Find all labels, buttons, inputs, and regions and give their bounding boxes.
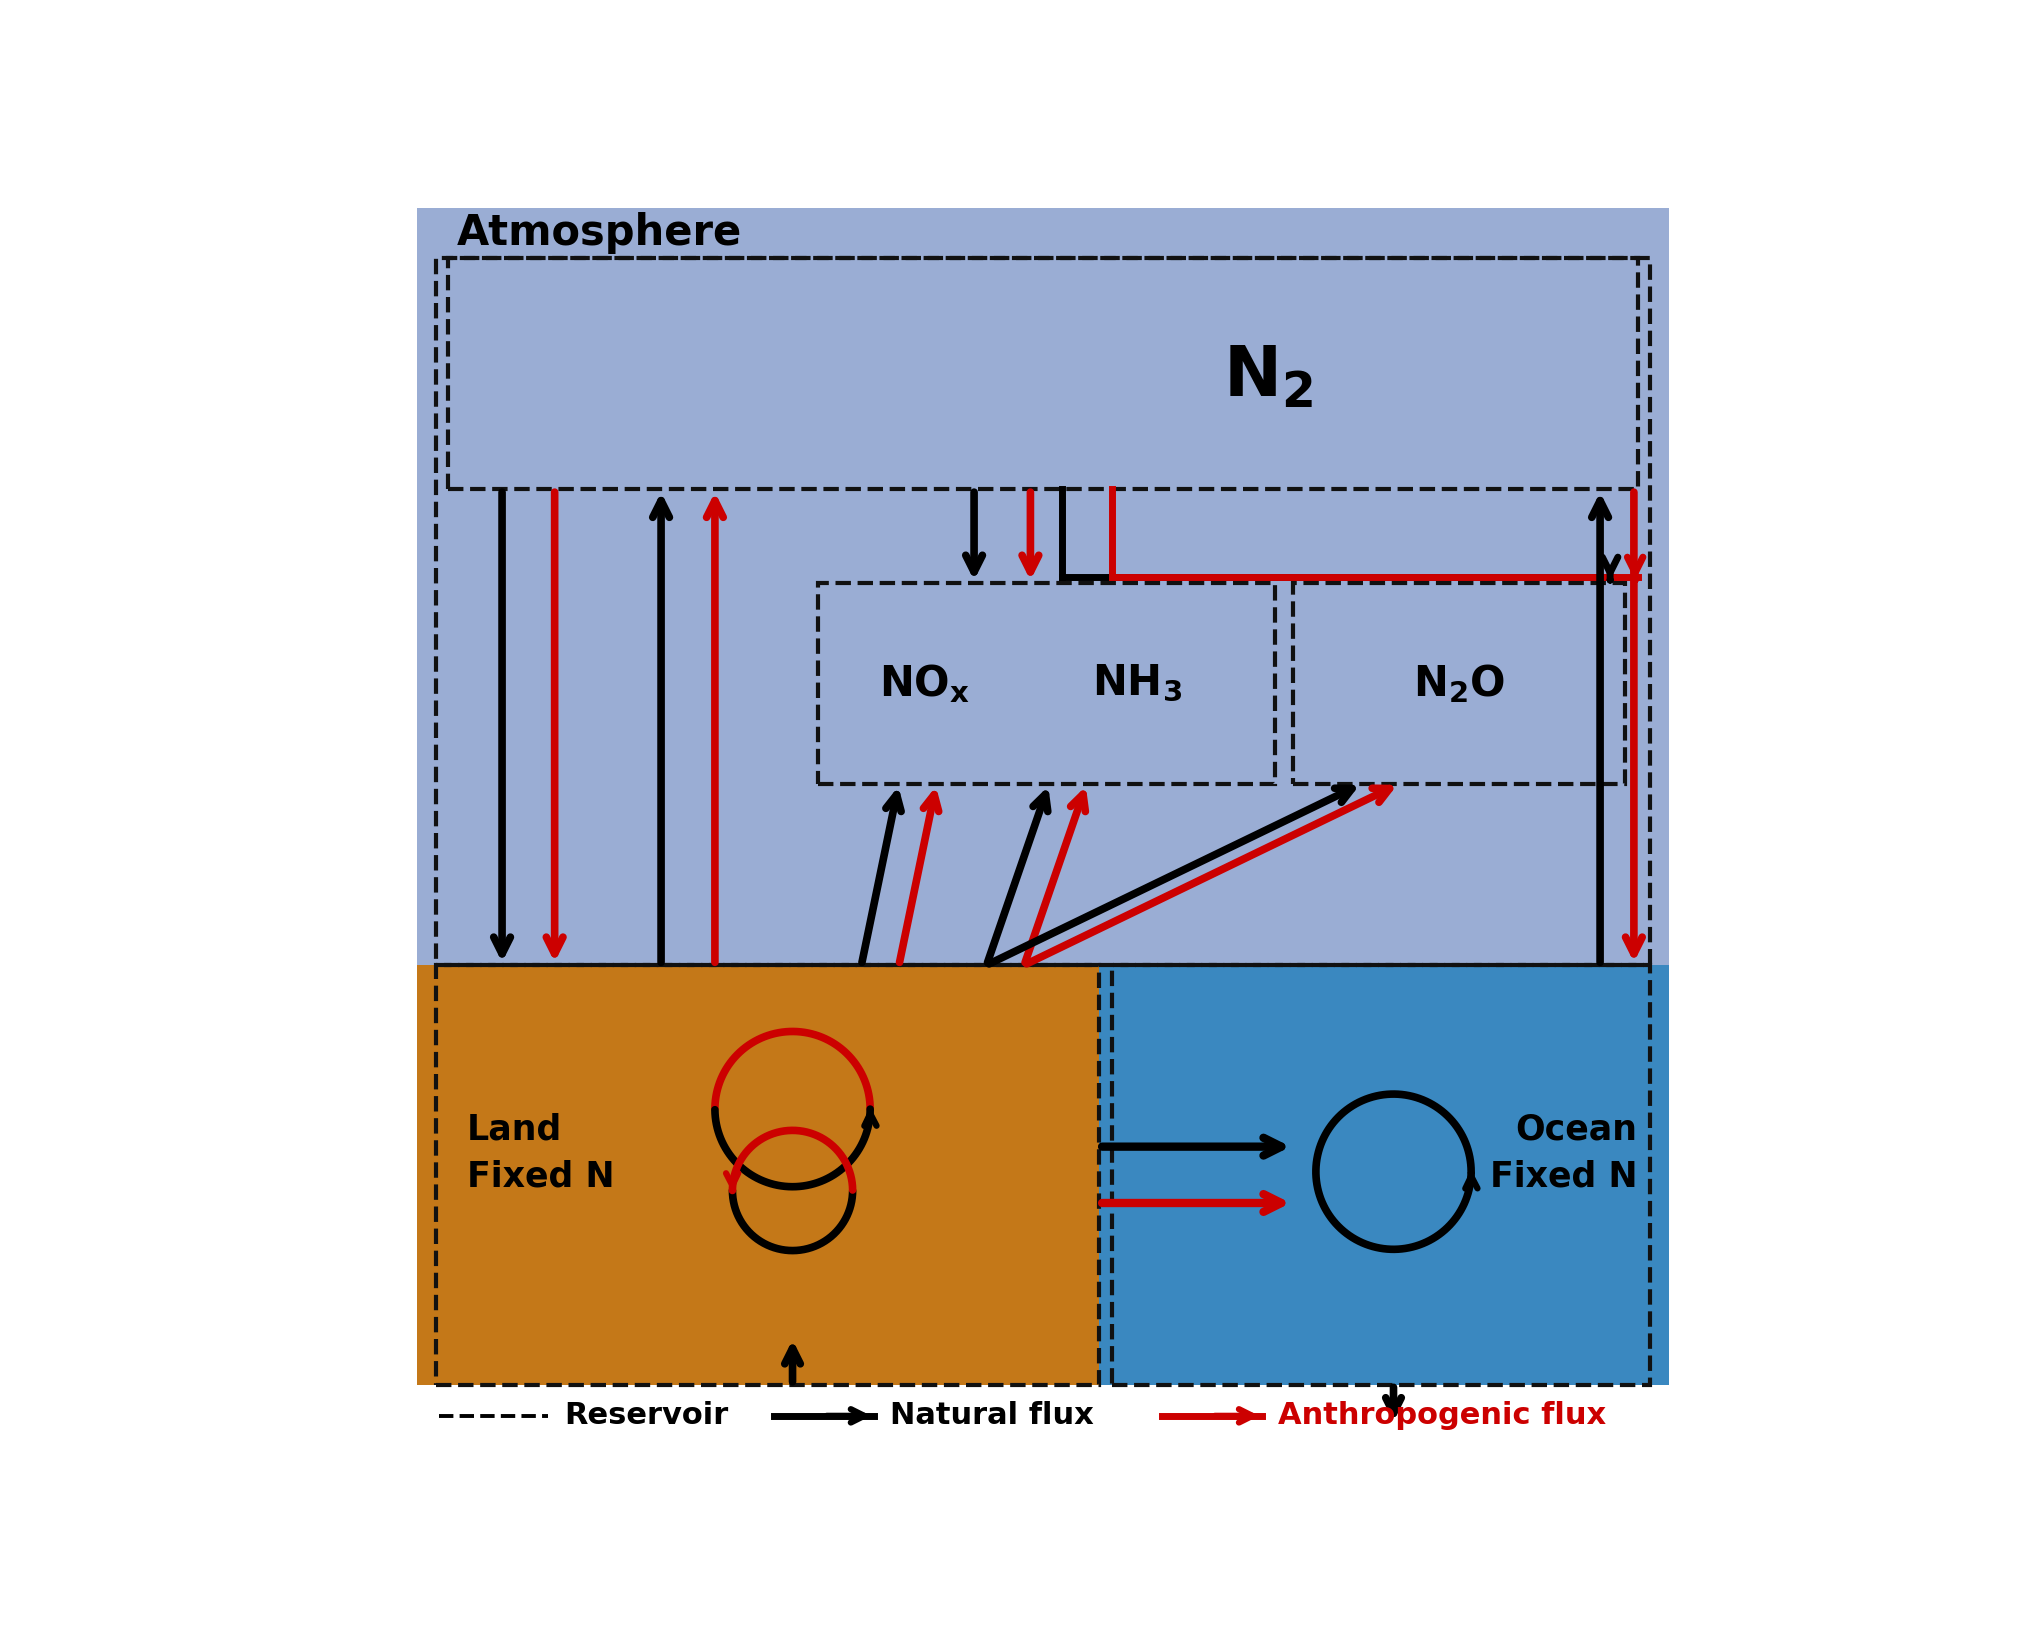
Bar xyxy=(435,259,1650,966)
Bar xyxy=(448,259,1638,489)
Text: Natural flux: Natural flux xyxy=(889,1402,1095,1431)
Text: $\mathbf{NO_x}$: $\mathbf{NO_x}$ xyxy=(879,662,969,704)
Bar xyxy=(417,1385,1669,1447)
Bar xyxy=(818,584,1274,784)
Text: $\mathbf{N_2O}$: $\mathbf{N_2O}$ xyxy=(1412,662,1504,704)
Bar xyxy=(1294,584,1626,784)
Text: Atmosphere: Atmosphere xyxy=(458,211,743,254)
Text: Anthropogenic flux: Anthropogenic flux xyxy=(1278,1402,1606,1431)
Bar xyxy=(1111,966,1650,1385)
Text: Ocean
Fixed N: Ocean Fixed N xyxy=(1490,1112,1638,1193)
Text: Land
Fixed N: Land Fixed N xyxy=(466,1112,615,1193)
Text: $\mathbf{N_2}$: $\mathbf{N_2}$ xyxy=(1223,343,1313,410)
Text: $\mathbf{NH_3}$: $\mathbf{NH_3}$ xyxy=(1093,662,1182,704)
Bar xyxy=(417,966,1099,1385)
Bar xyxy=(1099,966,1669,1385)
Bar xyxy=(435,966,1099,1385)
Text: Reservoir: Reservoir xyxy=(564,1402,729,1431)
